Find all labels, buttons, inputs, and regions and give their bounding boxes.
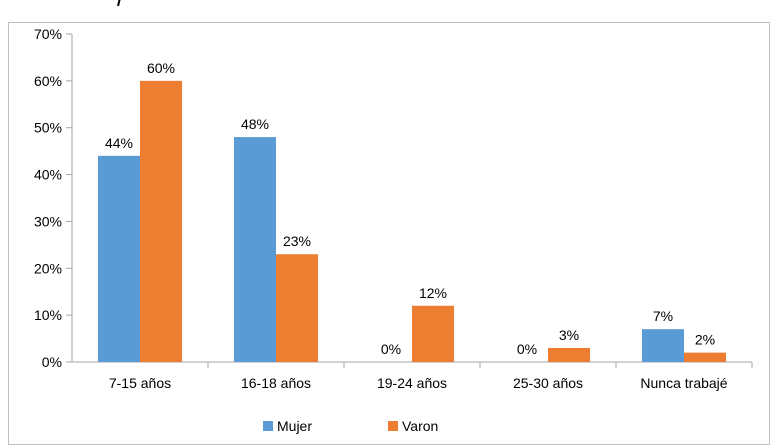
x-tick-label: 16-18 años bbox=[241, 375, 311, 391]
x-tick-label: Nunca trabajé bbox=[640, 375, 727, 391]
data-label: 3% bbox=[559, 327, 579, 343]
y-tick-label: 0% bbox=[42, 354, 62, 370]
data-label: 0% bbox=[381, 341, 401, 357]
legend-label: Varon bbox=[402, 418, 438, 434]
bar bbox=[234, 137, 276, 362]
y-tick-label: 40% bbox=[34, 167, 62, 183]
data-label: 44% bbox=[105, 135, 133, 151]
y-tick-label: 20% bbox=[34, 260, 62, 276]
bar bbox=[98, 155, 140, 362]
legend-swatch bbox=[388, 421, 398, 431]
y-tick-label: 10% bbox=[34, 307, 62, 323]
data-label: 23% bbox=[283, 233, 311, 249]
y-tick-label: 60% bbox=[34, 73, 62, 89]
y-tick-label: 70% bbox=[34, 26, 62, 42]
legend-swatch bbox=[263, 421, 273, 431]
data-label: 12% bbox=[419, 285, 447, 301]
y-tick-label: 30% bbox=[34, 213, 62, 229]
bar bbox=[276, 254, 318, 362]
legend-label: Mujer bbox=[277, 418, 312, 434]
x-tick-label: 19-24 años bbox=[377, 375, 447, 391]
data-label: 48% bbox=[241, 116, 269, 132]
x-tick-label: 25-30 años bbox=[513, 375, 583, 391]
bar bbox=[642, 329, 684, 362]
bar bbox=[684, 352, 726, 362]
bar bbox=[548, 347, 590, 362]
x-tick-label: 7-15 años bbox=[109, 375, 171, 391]
bar bbox=[412, 305, 454, 362]
data-label: 60% bbox=[147, 60, 175, 76]
data-label: 0% bbox=[517, 341, 537, 357]
data-label: 2% bbox=[695, 332, 715, 348]
bar bbox=[140, 80, 182, 362]
data-label: 7% bbox=[653, 308, 673, 324]
cropped-title-fragment bbox=[117, 0, 121, 6]
y-tick-label: 50% bbox=[34, 120, 62, 136]
